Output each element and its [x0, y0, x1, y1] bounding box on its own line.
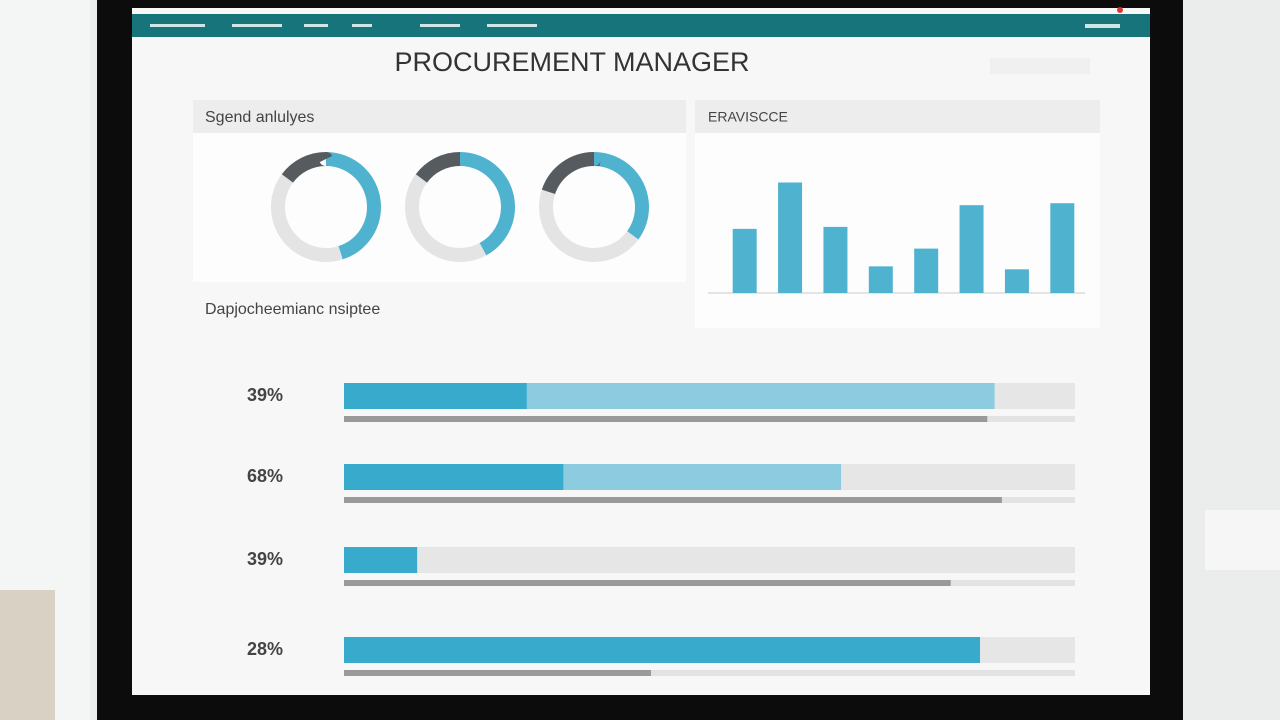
- donut-segment: [271, 152, 381, 262]
- nav-item[interactable]: [352, 24, 372, 27]
- bar: [823, 226, 848, 293]
- nav-bar: [132, 14, 1150, 37]
- row-label: 39%: [247, 549, 283, 569]
- sub-track: [344, 670, 1075, 676]
- bar: [778, 182, 803, 293]
- search-box[interactable]: [990, 58, 1090, 74]
- bar: [959, 205, 984, 293]
- donut-segment: [539, 152, 649, 262]
- sub-progress: [344, 670, 652, 676]
- sub-progress: [344, 580, 951, 586]
- donut-segment: [405, 152, 515, 262]
- progress-primary: [344, 464, 564, 490]
- progress-primary: [344, 547, 418, 573]
- panel-title: Dapjocheemianc nsiptee: [205, 301, 380, 318]
- donut-segment: [539, 152, 649, 262]
- row-label: 39%: [247, 385, 283, 405]
- bar: [914, 248, 939, 293]
- row-label: 28%: [247, 639, 283, 659]
- row-label: 68%: [247, 466, 283, 486]
- bar: [1050, 203, 1075, 293]
- notification-dot: [1117, 7, 1123, 13]
- donut-segment: [271, 152, 381, 262]
- app-title: PROCUREMENT MANAGER: [394, 47, 749, 77]
- nav-item[interactable]: [487, 24, 537, 27]
- bar: [732, 228, 757, 293]
- panel-title: Sgend anlulyes: [205, 109, 314, 126]
- nav-item[interactable]: [304, 24, 328, 27]
- panel-title: ERAVISCCE: [708, 109, 788, 125]
- nav-item[interactable]: [1085, 24, 1120, 28]
- books: [0, 590, 55, 720]
- bar: [1004, 269, 1029, 293]
- sub-progress: [344, 416, 988, 422]
- nav-item[interactable]: [150, 24, 205, 27]
- progress-primary: [344, 637, 980, 663]
- bar-panel: [695, 100, 1100, 328]
- track: [344, 547, 1075, 573]
- progress-primary: [344, 383, 527, 409]
- spend-panel-header: [193, 100, 686, 133]
- nav-items: [150, 24, 1120, 28]
- nav-item[interactable]: [420, 24, 460, 27]
- donut-segment: [405, 152, 515, 262]
- sub-progress: [344, 497, 1002, 503]
- bar: [868, 266, 893, 293]
- desk-object: [1205, 510, 1280, 570]
- nav-item[interactable]: [232, 24, 282, 27]
- bar-panel-header: [695, 100, 1100, 133]
